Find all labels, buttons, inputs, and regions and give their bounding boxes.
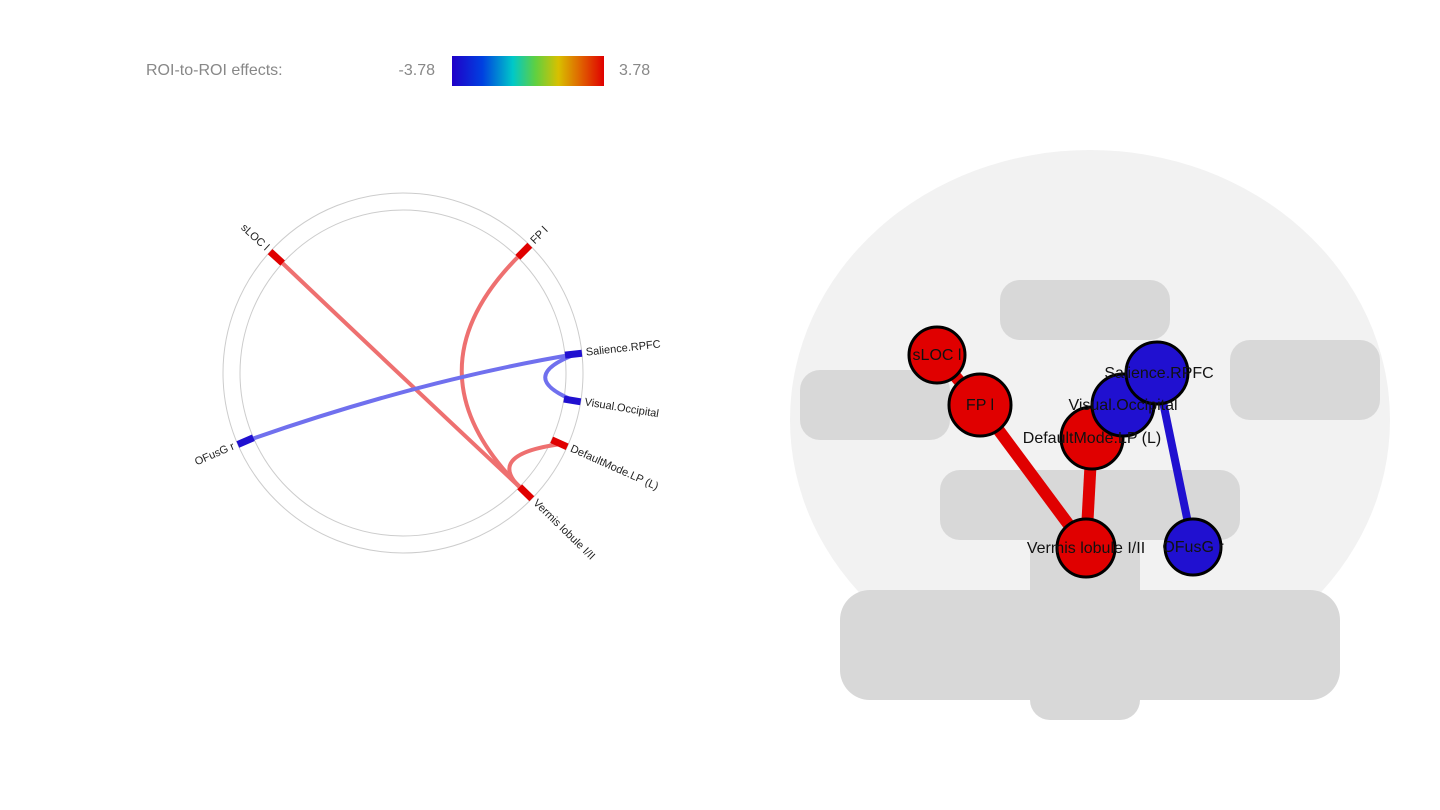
- node-label: DefaultMode.LP (L): [1023, 430, 1161, 447]
- node: [907, 325, 967, 385]
- node-label: FP l: [966, 397, 994, 414]
- node: [1163, 517, 1223, 577]
- node-label: Vermis lobule I/II: [531, 497, 598, 562]
- node-label: sLOC l: [238, 222, 271, 254]
- node-label: DefaultMode.LP (L): [568, 443, 660, 493]
- node-tick: [563, 395, 582, 406]
- node-tick: [236, 434, 255, 448]
- legend-max: 3.78: [619, 62, 650, 79]
- inner-ring: [239, 209, 567, 537]
- node-label: sLOC l: [913, 347, 962, 364]
- node-label: Visual.Occipital: [1068, 397, 1177, 414]
- node: [947, 372, 1013, 438]
- node-label: FP l: [528, 224, 550, 246]
- colorbar: [452, 56, 604, 86]
- link: [543, 352, 577, 403]
- region: [800, 370, 950, 440]
- link: [245, 352, 577, 443]
- node-label: Salience.RPFC: [1104, 365, 1213, 382]
- node-tick: [564, 349, 583, 359]
- node-tick: [267, 249, 285, 266]
- region: [1000, 280, 1170, 340]
- node-label: Salience.RPFC: [585, 338, 661, 358]
- ring-links: [245, 248, 577, 495]
- link: [459, 248, 528, 495]
- node-tick: [550, 436, 569, 450]
- link: [507, 442, 562, 495]
- node-label: Vermis lobule I/II: [1027, 540, 1145, 557]
- node-label: OFusG r: [193, 440, 237, 468]
- node: [1055, 517, 1117, 579]
- node-tick: [515, 242, 533, 260]
- outer-ring: [222, 192, 584, 554]
- region: [1230, 340, 1380, 420]
- node-label: Visual.Occipital: [584, 396, 660, 420]
- legend-min: -3.78: [399, 62, 436, 79]
- legend: ROI-to-ROI effects: -3.78 3.78: [146, 56, 650, 86]
- link: [274, 255, 528, 495]
- brain-view: sLOC l FP l Vermis lobule I/II OFusG r Defau…: [790, 150, 1390, 720]
- node-tick: [517, 484, 535, 502]
- legend-label: ROI-to-ROI effects:: [146, 62, 283, 79]
- ring-plot: sLOC l FP l Salience.RPFC Visual.Occipital D…: [193, 192, 661, 563]
- node: [1124, 340, 1190, 406]
- node-label: OFusG r: [1162, 539, 1224, 556]
